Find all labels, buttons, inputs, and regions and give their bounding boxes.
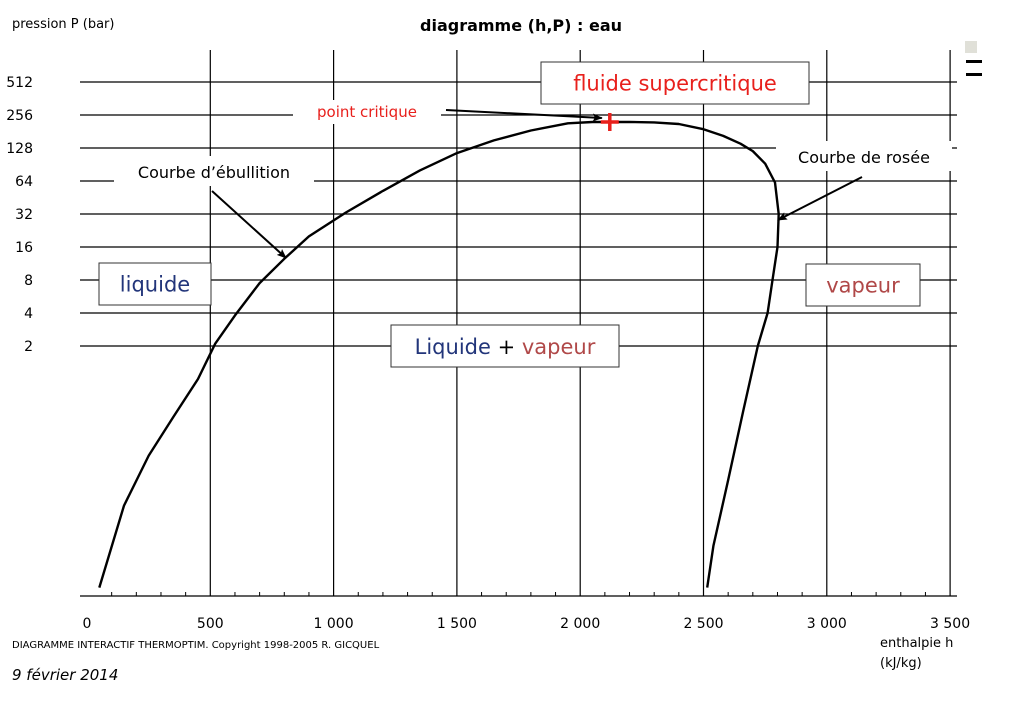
x-tick-label-0: 0: [83, 616, 92, 632]
copyright-notice: DIAGRAMME INTERACTIF THERMOPTIM. Copyrig…: [12, 640, 380, 651]
liquid-region-label-text: liquide: [120, 273, 190, 297]
x-axis-unit: (kJ/kg): [880, 656, 922, 671]
y-tick-label-512: 512: [6, 75, 33, 91]
y-axis-label: pression P (bar): [12, 17, 115, 32]
critical-point-arrow: [445, 109, 603, 122]
vapour-region-label: vapeur: [805, 263, 921, 307]
two-phase-liquid-word: Liquide: [415, 335, 491, 359]
two-phase-plus: +: [491, 335, 522, 359]
critical-point-label-bg: [293, 100, 441, 124]
x-tick-label-2000: 2 000: [560, 616, 600, 632]
boiling-curve-arrow: [211, 190, 287, 259]
menu-bar-icon-bottom[interactable]: [966, 73, 982, 76]
dew-label-bg: [776, 141, 952, 171]
saturation-curves: [98, 120, 780, 588]
date-label: 9 février 2014: [12, 666, 119, 684]
window-square-icon[interactable]: [965, 41, 977, 53]
y-tick-label-2: 2: [24, 339, 33, 355]
boiling-label-bg: [114, 156, 314, 186]
chart-title: diagramme (h,P) : eau: [420, 16, 623, 35]
y-tick-label-32: 32: [15, 207, 33, 223]
x-tick-label-3500: 3 500: [930, 616, 970, 632]
y-tick-label-64: 64: [15, 174, 33, 190]
y-tick-label-128: 128: [6, 141, 33, 157]
supercritical-label-text: fluide supercritique: [573, 72, 777, 96]
x-tick-label-2500: 2 500: [683, 616, 723, 632]
x-axis: [80, 592, 957, 597]
two-phase-label-box: [390, 324, 620, 368]
supercritical-label: fluide supercritique: [540, 61, 810, 105]
two-phase-label-text: Liquide + vapeur: [415, 335, 596, 359]
critical-point-label: point critique: [317, 103, 417, 121]
vapour-region-label-box: [805, 263, 921, 307]
x-axis-label: enthalpie h: [880, 636, 954, 651]
boiling-curve: [98, 120, 605, 588]
menu-bar-icon-top[interactable]: [966, 60, 982, 63]
y-tick-label-16: 16: [15, 240, 33, 256]
x-tick-labels: 0 500 1 000 1 500 2 000 2 500 3 000 3 500: [83, 616, 971, 632]
dew-curve: [604, 120, 780, 588]
boiling-curve-label: Courbe d’ébullition: [138, 163, 290, 182]
y-tick-label-256: 256: [6, 108, 33, 124]
two-phase-vapour-word: vapeur: [522, 335, 596, 359]
liquid-region-label-box: [98, 262, 212, 306]
x-tick-label-1000: 1 000: [314, 616, 354, 632]
dew-curve-label: Courbe de rosée: [798, 148, 930, 167]
vapour-region-label-text: vapeur: [826, 274, 900, 298]
x-tick-label-1500: 1 500: [437, 616, 477, 632]
liquid-region-label: liquide: [98, 262, 212, 306]
vertical-gridlines: [209, 50, 951, 596]
y-tick-labels: 2 4 8 16 32 64 128 256 512: [6, 75, 33, 355]
x-tick-label-500: 500: [197, 616, 224, 632]
y-tick-label-4: 4: [24, 306, 33, 322]
x-tick-label-3000: 3 000: [807, 616, 847, 632]
supercritical-label-box: [540, 61, 810, 105]
dew-curve-arrow: [777, 176, 863, 221]
y-tick-label-8: 8: [24, 273, 33, 289]
annotations: fluide supercritique point critique Courbe…: [98, 61, 952, 368]
two-phase-label: Liquide + vapeur: [390, 324, 620, 368]
